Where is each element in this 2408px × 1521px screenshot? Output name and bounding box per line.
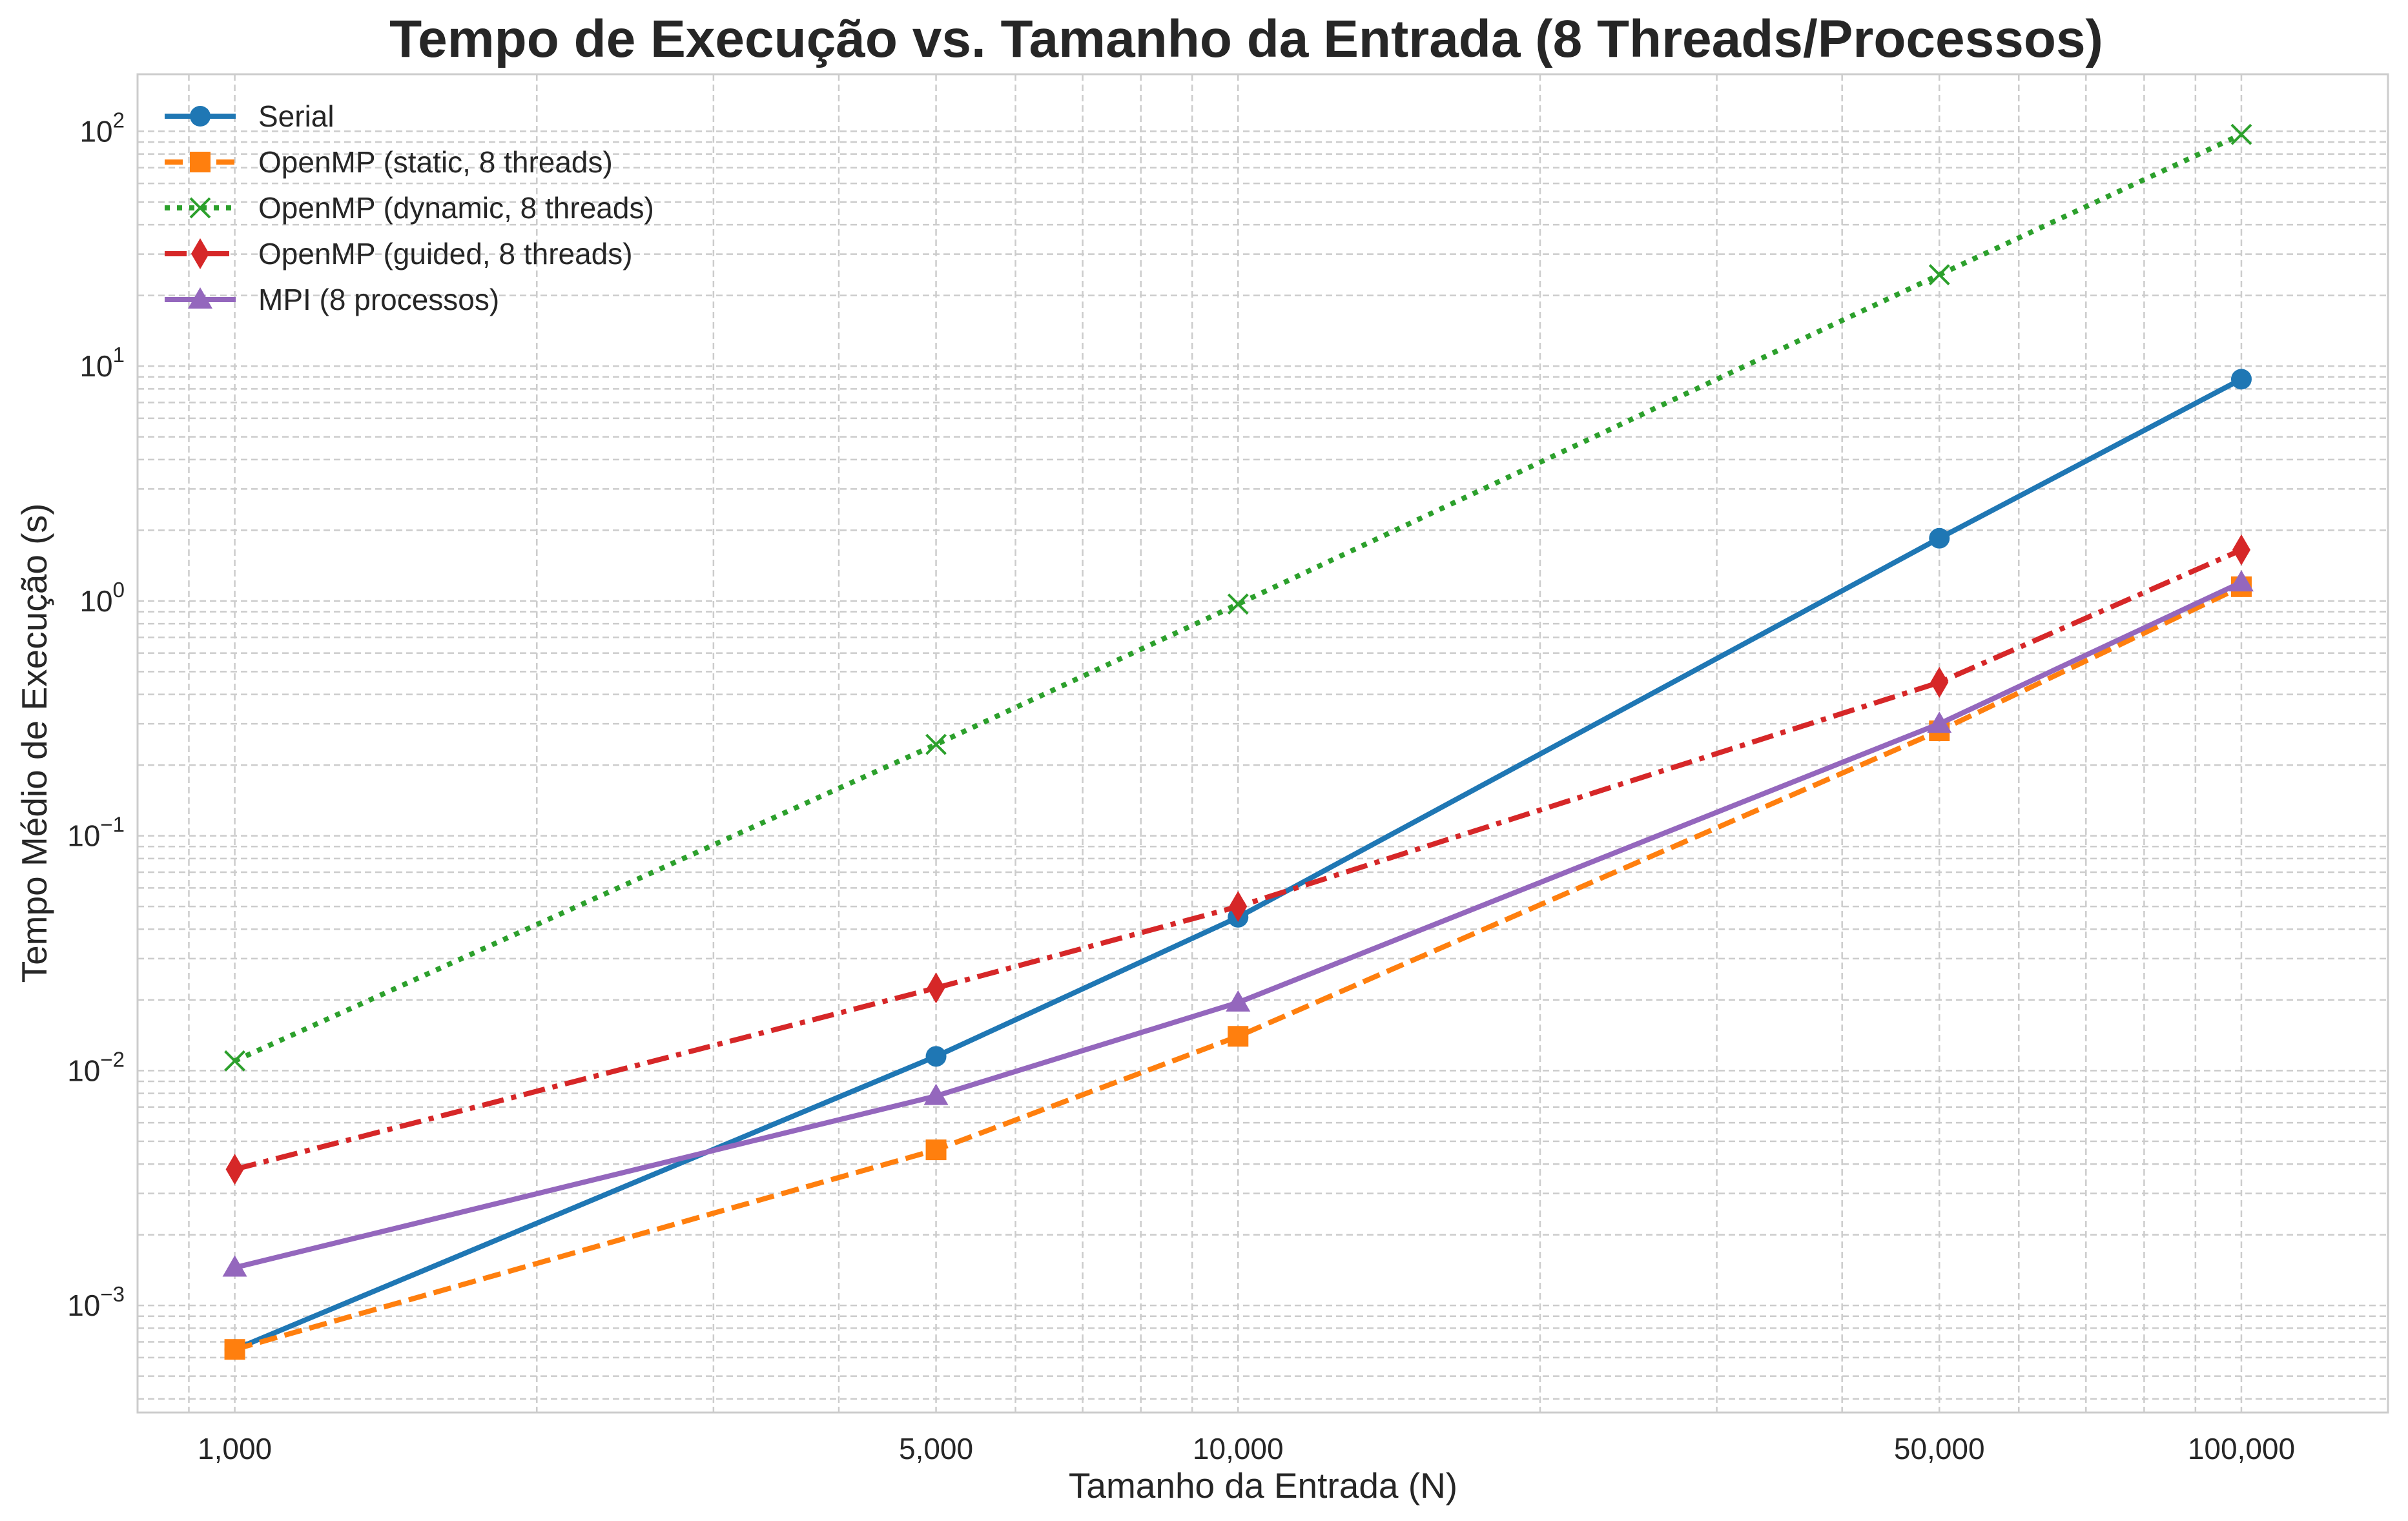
data-point <box>2228 570 2254 592</box>
series-2 <box>224 123 2252 1072</box>
data-point <box>1928 264 1950 286</box>
x-tick-label: 10,000 <box>1193 1432 1284 1465</box>
data-point <box>225 1154 244 1185</box>
y-tick-label: 10−1 <box>67 813 125 853</box>
x-axis-label: Tamanho da Entrada (N) <box>1069 1465 1457 1506</box>
data-point <box>1927 711 1952 733</box>
legend-item: OpenMP (dynamic, 8 threads) <box>165 191 654 225</box>
data-point <box>224 1050 245 1072</box>
y-tick-label: 102 <box>79 108 125 148</box>
legend-label: OpenMP (guided, 8 threads) <box>258 237 633 271</box>
data-point <box>2230 123 2252 145</box>
x-tick-label: 1,000 <box>198 1432 272 1465</box>
data-point <box>1929 527 1950 549</box>
data-point <box>1229 891 1248 923</box>
legend-item: Serial <box>165 99 334 133</box>
legend-label: OpenMP (dynamic, 8 threads) <box>258 191 654 225</box>
y-tick-label: 10−3 <box>67 1282 125 1322</box>
legend-marker <box>190 152 211 172</box>
x-tick-label: 50,000 <box>1894 1432 1985 1465</box>
series-line <box>234 584 2243 1353</box>
tick-labels: 1,000 5,000 10,000 50,000 100,000 10−3 10−2 10−… <box>67 108 2295 1465</box>
legend-item: MPI (8 processos) <box>165 283 499 316</box>
data-point <box>925 733 947 755</box>
legend: Serial OpenMP (static, 8 threads) OpenMP (… <box>165 99 654 316</box>
x-tick-label: 100,000 <box>2188 1432 2295 1465</box>
legend-label: OpenMP (static, 8 threads) <box>258 145 613 179</box>
data-point <box>2232 534 2250 566</box>
legend-marker <box>191 238 209 269</box>
series-3 <box>225 534 2250 1185</box>
data-point <box>1930 667 1949 699</box>
data-point <box>224 1339 245 1360</box>
series-lines <box>222 123 2254 1360</box>
y-tick-label: 10−2 <box>67 1047 125 1087</box>
data-point <box>1227 593 1249 615</box>
y-tick-label: 100 <box>79 578 125 618</box>
data-point <box>925 1046 947 1067</box>
data-point <box>923 1083 949 1105</box>
legend-label: MPI (8 processos) <box>258 283 499 316</box>
legend-label: Serial <box>258 99 334 133</box>
chart-title: Tempo de Execução vs. Tamanho da Entrada… <box>389 10 2103 68</box>
series-line <box>233 132 2243 1063</box>
legend-marker <box>188 287 212 309</box>
legend-marker <box>190 106 211 127</box>
data-point <box>925 1139 947 1161</box>
legend-marker <box>189 197 211 219</box>
series-4 <box>222 570 2254 1277</box>
legend-item: OpenMP (guided, 8 threads) <box>165 237 633 271</box>
y-axis-label: Tempo Médio de Execução (s) <box>14 504 54 983</box>
plot-area <box>136 73 2389 1414</box>
grid <box>136 74 2388 1413</box>
y-tick-label: 101 <box>79 343 125 383</box>
data-point <box>927 972 945 1004</box>
data-point <box>2230 369 2252 390</box>
data-point <box>1228 1026 1249 1047</box>
x-tick-label: 5,000 <box>899 1432 973 1465</box>
legend-item: OpenMP (static, 8 threads) <box>165 145 613 179</box>
data-point <box>1226 990 1251 1012</box>
data-point <box>222 1255 247 1277</box>
